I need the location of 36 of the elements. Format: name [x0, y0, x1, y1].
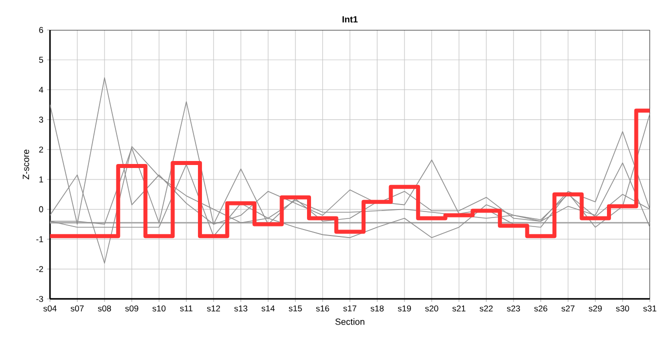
y-tick-label: 0 [39, 206, 44, 212]
x-tick-label: s10 [152, 305, 166, 312]
y-tick-label: 1 [39, 176, 44, 182]
y-tick-label: 4 [38, 86, 44, 93]
x-tick-label: s15 [288, 305, 302, 312]
x-tick-label: s08 [98, 305, 111, 312]
y-tick-label: -3 [36, 296, 44, 302]
x-tick-label: s16 [316, 305, 330, 312]
x-tick-label: s29 [588, 305, 602, 312]
y-tick-label: 5 [39, 56, 44, 63]
x-tick-label: s30 [616, 305, 630, 312]
chart-title: Int1 [342, 16, 358, 23]
x-tick-label: s18 [370, 305, 384, 312]
x-tick-label: s11 [180, 305, 192, 312]
y-tick-label: -1 [36, 236, 44, 242]
x-tick-label: s17 [343, 305, 356, 312]
y-axis-title: Z-score [22, 150, 30, 180]
x-tick-label: s27 [561, 305, 574, 312]
x-tick-label: s22 [480, 305, 493, 312]
x-tick-label: s26 [534, 305, 548, 312]
x-tick-label: s04 [43, 305, 57, 312]
y-tick-label: 6 [39, 27, 44, 34]
x-tick-label: s31 [643, 305, 656, 312]
y-tick-label: 3 [39, 116, 44, 123]
x-tick-label: s09 [125, 305, 138, 312]
x-tick-label: s21 [452, 305, 466, 312]
x-axis-title: Section [335, 318, 364, 325]
x-tick-label: s14 [262, 305, 275, 312]
x-tick-label: s12 [207, 305, 220, 312]
x-tick-label: s23 [506, 305, 520, 312]
x-tick-label: s19 [398, 305, 411, 312]
x-tick-label: s13 [234, 305, 248, 312]
y-tick-label: 2 [39, 146, 44, 153]
x-tick-label: s20 [425, 305, 438, 312]
x-tick-label: s07 [70, 305, 84, 312]
y-tick-label: -2 [36, 266, 44, 272]
